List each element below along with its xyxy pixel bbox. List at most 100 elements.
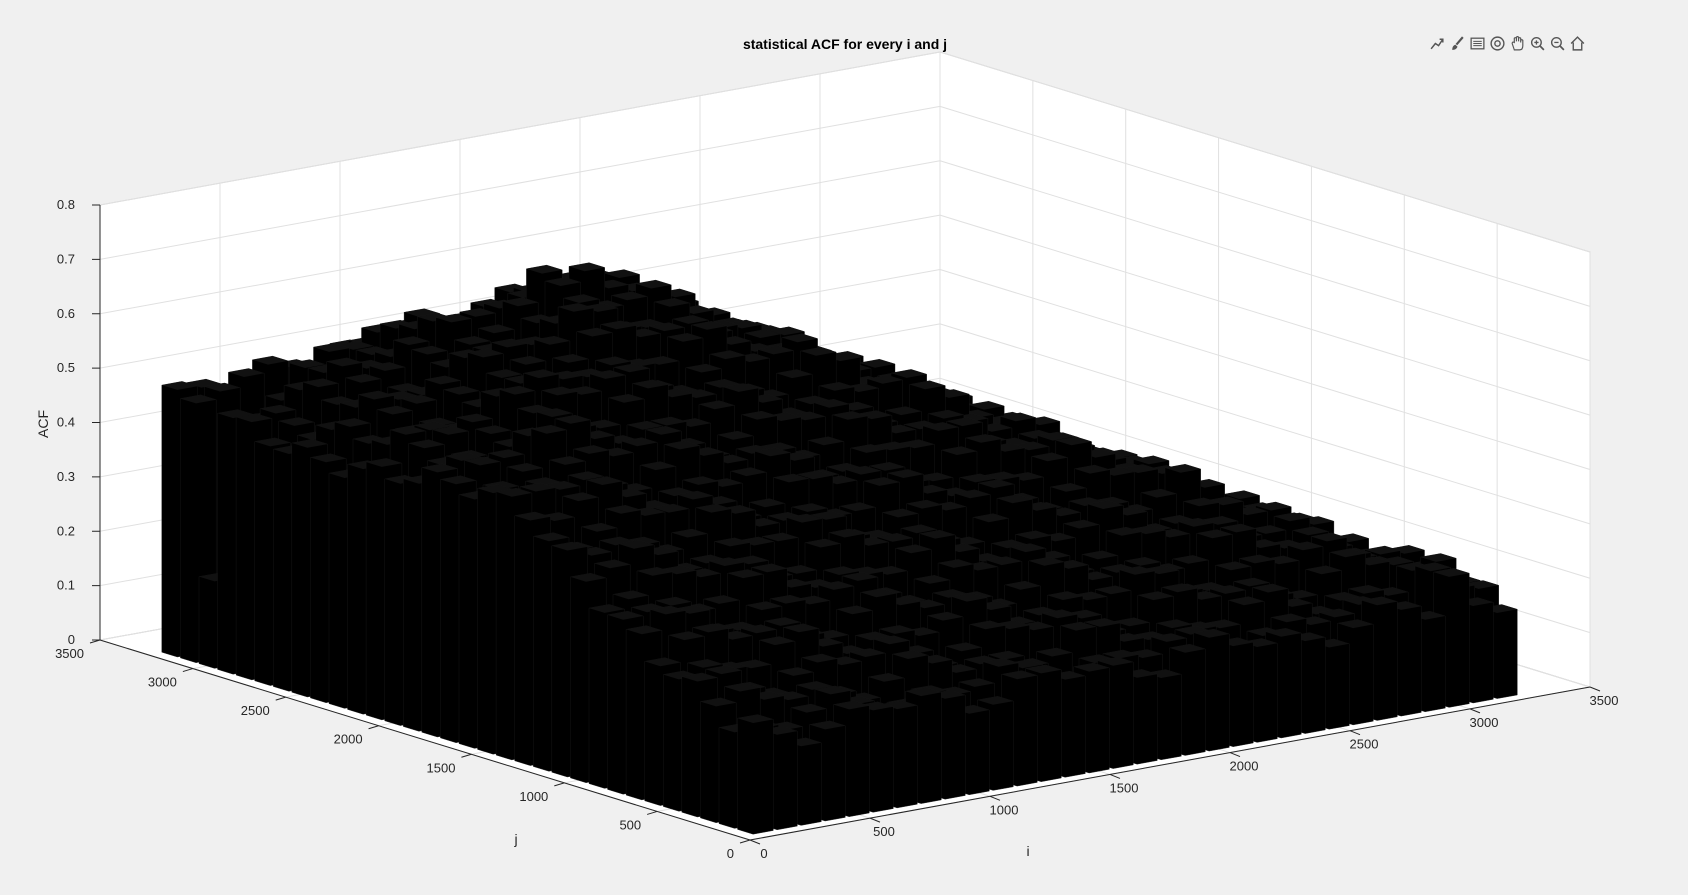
bar-top	[873, 635, 910, 645]
bar-top	[895, 544, 932, 554]
bar-top	[555, 415, 591, 424]
export-icon[interactable]	[1428, 33, 1446, 53]
bar-top	[1252, 584, 1289, 593]
brush-icon[interactable]	[1448, 33, 1466, 53]
bar-top	[1087, 500, 1124, 509]
bar-top	[507, 463, 543, 472]
bar-top	[709, 557, 745, 566]
bar-top	[486, 369, 522, 378]
bar-top	[594, 559, 631, 569]
bar-top	[1196, 529, 1233, 539]
bar-top	[810, 511, 847, 520]
bar-top	[842, 572, 878, 581]
bar-top	[723, 383, 759, 392]
i-axis-line	[749, 686, 1591, 841]
bar-top	[850, 444, 887, 453]
bar-top	[621, 437, 658, 447]
bar-top	[746, 601, 782, 611]
bar-top	[988, 651, 1025, 660]
home-icon[interactable]	[1568, 33, 1586, 53]
bar-top	[310, 453, 347, 463]
bar-top	[709, 350, 746, 360]
bar-top	[922, 422, 959, 431]
j-tick-label: 500	[619, 817, 641, 832]
bar-top	[302, 378, 339, 388]
grid-line	[939, 214, 1591, 416]
bar-top	[1292, 526, 1329, 536]
bar-top	[536, 408, 573, 417]
bar-top	[1028, 557, 1065, 566]
bar-top	[478, 324, 515, 334]
bar-top	[882, 508, 919, 518]
zoom-in-icon[interactable]	[1528, 33, 1546, 53]
bar-top	[1113, 617, 1150, 627]
bar	[737, 714, 774, 835]
bar-top	[180, 394, 217, 404]
grid-line	[99, 160, 941, 315]
bar-top	[691, 321, 727, 330]
bar-top	[749, 498, 785, 508]
grid-line	[939, 160, 1591, 362]
bar-top	[650, 606, 686, 615]
bar-top	[839, 502, 876, 512]
bar-top	[1073, 663, 1110, 672]
bar-top	[906, 500, 943, 509]
bar-top	[1015, 530, 1052, 540]
z-axis-label: ACF	[35, 410, 51, 438]
pan-icon[interactable]	[1508, 33, 1526, 53]
bar-top	[759, 636, 795, 646]
bar-top	[533, 532, 569, 542]
bar-top	[836, 605, 873, 615]
legend-icon[interactable]	[1468, 33, 1486, 53]
bar-top	[978, 479, 1015, 488]
bar-top	[946, 417, 983, 427]
j-tick-label: 0	[727, 846, 734, 861]
j-tick	[275, 696, 286, 701]
grid-line	[939, 269, 1591, 470]
bar-top	[204, 383, 241, 392]
bar-top	[464, 457, 501, 466]
bar-top	[1133, 455, 1169, 465]
bar-top	[868, 673, 905, 682]
bar-top	[1097, 657, 1134, 666]
bar-top	[919, 530, 956, 539]
bar-top	[445, 452, 482, 461]
bar-top	[549, 456, 586, 465]
bar-top	[869, 462, 905, 471]
bar-top	[832, 411, 868, 420]
bar-top	[618, 540, 655, 549]
bar-top	[541, 386, 578, 396]
bar-top	[366, 458, 402, 467]
bar-top	[859, 359, 895, 368]
bar-top	[586, 476, 623, 485]
bar-top	[917, 472, 953, 482]
i-tick-label: 1500	[1110, 780, 1139, 795]
bar-top	[692, 623, 729, 633]
bar-top	[664, 440, 700, 450]
bar-top	[1265, 628, 1302, 637]
grid-line	[99, 105, 941, 260]
bar-top	[815, 686, 851, 695]
bar-top	[510, 356, 546, 365]
j-axis-label: j	[513, 831, 517, 847]
bar-top	[941, 446, 977, 455]
bar-top	[1250, 525, 1286, 534]
chart-title: statistical ACF for every i and j	[743, 36, 947, 52]
bar-top	[977, 696, 1014, 705]
j-tick	[646, 810, 658, 815]
bar-top	[1271, 613, 1307, 623]
bar-top	[1305, 565, 1342, 575]
bar-top	[845, 466, 881, 475]
bar-top	[762, 532, 799, 542]
bar-top	[600, 320, 637, 330]
rotate-3d-icon[interactable]	[1488, 33, 1506, 53]
bar-top	[1119, 566, 1155, 575]
bar-top	[435, 314, 472, 323]
bar-top	[879, 625, 915, 634]
bar-top	[796, 681, 833, 690]
bar-top	[390, 426, 426, 435]
zoom-out-icon[interactable]	[1548, 33, 1566, 53]
i-tick	[1229, 752, 1241, 758]
